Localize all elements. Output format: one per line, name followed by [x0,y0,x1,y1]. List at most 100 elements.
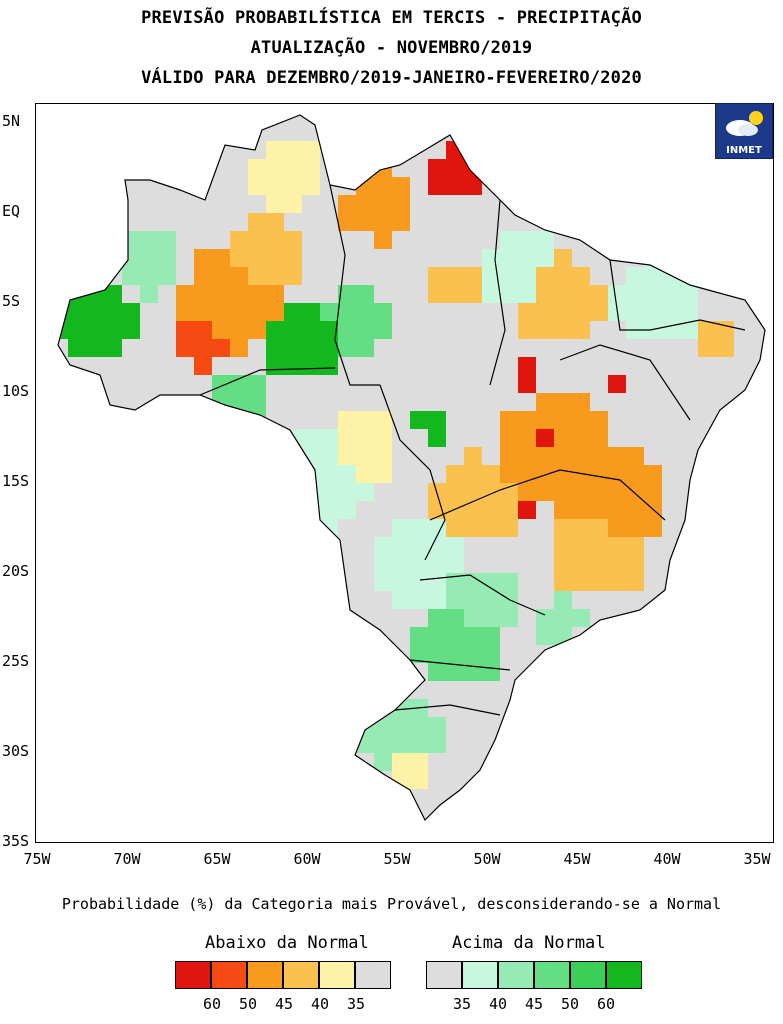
map-grid-cell [626,285,644,303]
map-grid-cell [140,825,158,843]
state-border-ba [559,344,691,421]
legend-color-box [570,961,606,989]
map-grid-cell [58,115,68,123]
map-grid-cell [338,555,356,573]
map-grid-cell [626,537,644,555]
map-grid-cell [716,717,734,735]
legend-color-box [606,961,642,989]
map-grid-cell [608,825,626,843]
map-grid-cell [392,339,410,357]
map-grid-cell [374,447,392,465]
map-grid-cell [320,825,338,843]
map-grid-cell [194,195,212,213]
map-grid-cell [590,213,608,231]
map-grid-cell [626,393,644,411]
map-grid-cell [482,411,500,429]
map-grid-cell [518,627,536,645]
map-grid-cell [58,231,68,249]
map-grid-cell [58,681,68,699]
map-grid-cell [140,429,158,447]
map-grid-cell [428,411,446,429]
map-grid-cell [230,807,248,820]
map-grid-cell [608,573,626,591]
map-grid-cell [266,537,284,555]
map-grid-cell [122,123,140,141]
map-grid-cell [518,321,536,339]
map-grid-cell [734,483,752,501]
map-grid-cell [230,303,248,321]
map-grid-cell [446,735,464,753]
map-grid-cell [68,555,86,573]
map-grid-cell [194,213,212,231]
map-grid-cell [392,177,410,195]
map-grid-cell [428,339,446,357]
map-grid-cell [428,115,446,123]
map-grid-cell [230,555,248,573]
map-grid-cell [320,735,338,753]
map-grid-cell [248,357,266,375]
map-grid-cell [518,393,536,411]
map-grid-cell [122,231,140,249]
state-border-sp-pr [419,574,546,616]
map-grid-cell [572,501,590,519]
map-grid-cell [230,645,248,663]
map-grid-cell [248,681,266,699]
map-grid-cell [230,663,248,681]
map-grid-cell [284,789,302,807]
map-grid-cell [158,159,176,177]
map-grid-cell [86,321,104,339]
map-grid-cell [58,141,68,159]
map-grid-cell [536,771,554,789]
map-grid-cell [58,645,68,663]
map-grid-cell [644,825,662,843]
title-line-3: VÁLIDO PARA DEZEMBRO/2019-JANEIRO-FEVERE… [141,68,642,88]
map-grid-cell [536,303,554,321]
map-grid-cell [122,681,140,699]
map-grid-cell [140,249,158,267]
map-grid-cell [428,285,446,303]
map-grid-cell [482,591,500,609]
map-grid-cell [518,717,536,735]
map-grid-cell [518,447,536,465]
map-grid-cell [58,213,68,231]
legend-color-box [175,961,211,989]
map-grid-cell [158,285,176,303]
map-grid-cell [464,393,482,411]
map-grid-cell [104,663,122,681]
map-grid-cell [734,771,752,789]
map-grid-cell [230,321,248,339]
map-grid-cell [140,591,158,609]
map-grid-cell [644,267,662,285]
map-grid-cell [212,285,230,303]
map-grid-cell [230,735,248,753]
map-grid-cell [212,807,230,820]
map-grid-cell [158,447,176,465]
map-grid-cell [104,285,122,303]
map-grid-cell [392,115,410,123]
map-grid-cell [374,213,392,231]
map-grid-cell [320,609,338,627]
map-grid-cell [266,375,284,393]
map-grid-cell [374,231,392,249]
map-grid-cell [500,735,518,753]
map-grid-cell [58,591,68,609]
map-grid-cell [680,717,698,735]
map-grid-cell [734,375,752,393]
map-grid-cell [446,357,464,375]
map-grid-cell [500,663,518,681]
map-grid-cell [392,285,410,303]
map-grid-cell [176,213,194,231]
map-grid-cell [536,357,554,375]
map-grid-cell [734,537,752,555]
map-grid-cell [572,393,590,411]
map-grid-cell [230,501,248,519]
legend-label: 40 [310,995,330,1013]
map-grid-cell [626,141,644,159]
map-grid-cell [680,267,698,285]
map-grid-cell [554,771,572,789]
map-grid-cell [410,159,428,177]
map-grid-cell [518,501,536,519]
map-grid-cell [464,303,482,321]
map-grid-cell [230,771,248,789]
map-grid-cell [536,195,554,213]
